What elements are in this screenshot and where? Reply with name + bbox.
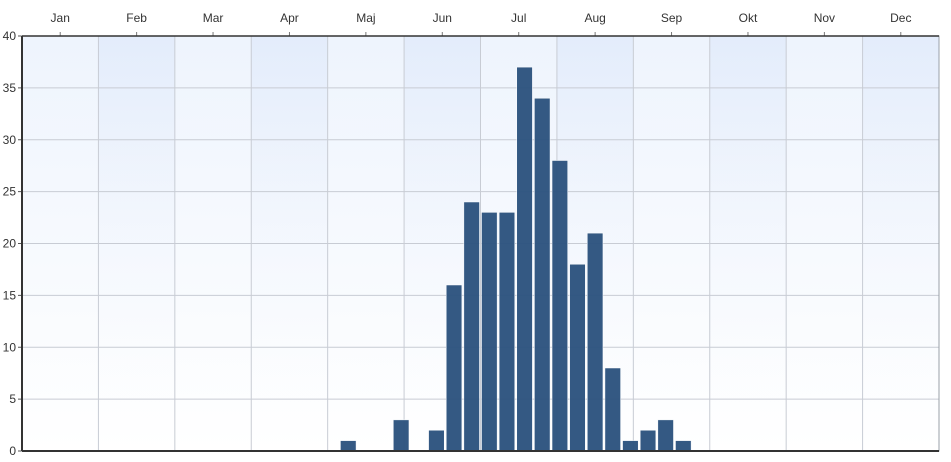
y-tick-label: 0: [9, 444, 16, 458]
bar: [569, 264, 586, 452]
x-tick-label: Maj: [356, 11, 375, 25]
x-tick-label: Dec: [890, 11, 911, 25]
bar: [463, 201, 480, 452]
y-tick-label: 5: [9, 392, 16, 406]
bar: [445, 284, 463, 452]
bar: [657, 419, 674, 452]
x-tick-label: Mar: [203, 11, 224, 25]
x-tick-label: Feb: [126, 11, 147, 25]
x-tick-label: Apr: [280, 11, 299, 25]
bar: [516, 66, 533, 452]
bar: [534, 98, 551, 452]
bar: [551, 160, 568, 452]
x-tick-label: Jun: [433, 11, 452, 25]
bar: [622, 440, 639, 452]
x-tick-label: Aug: [584, 11, 605, 25]
x-tick-label: Jul: [511, 11, 526, 25]
bar: [481, 212, 498, 452]
bar: [340, 440, 357, 452]
y-tick-label: 35: [3, 81, 17, 95]
y-tick-label: 10: [3, 340, 17, 354]
x-tick-label: Sep: [661, 11, 683, 25]
x-tick-label: Okt: [739, 11, 758, 25]
bar: [498, 212, 516, 452]
bar: [604, 367, 621, 452]
bar: [587, 232, 604, 452]
y-tick-label: 15: [3, 288, 17, 302]
y-tick-label: 30: [3, 133, 17, 147]
x-tick-label: Nov: [814, 11, 835, 25]
bar: [639, 430, 657, 452]
x-tick-label: Jan: [51, 11, 70, 25]
y-tick-label: 40: [3, 29, 17, 43]
bar: [393, 419, 410, 452]
y-tick-label: 20: [3, 237, 17, 251]
bar: [675, 440, 692, 452]
y-tick-label: 25: [3, 185, 17, 199]
bar: [428, 430, 445, 452]
